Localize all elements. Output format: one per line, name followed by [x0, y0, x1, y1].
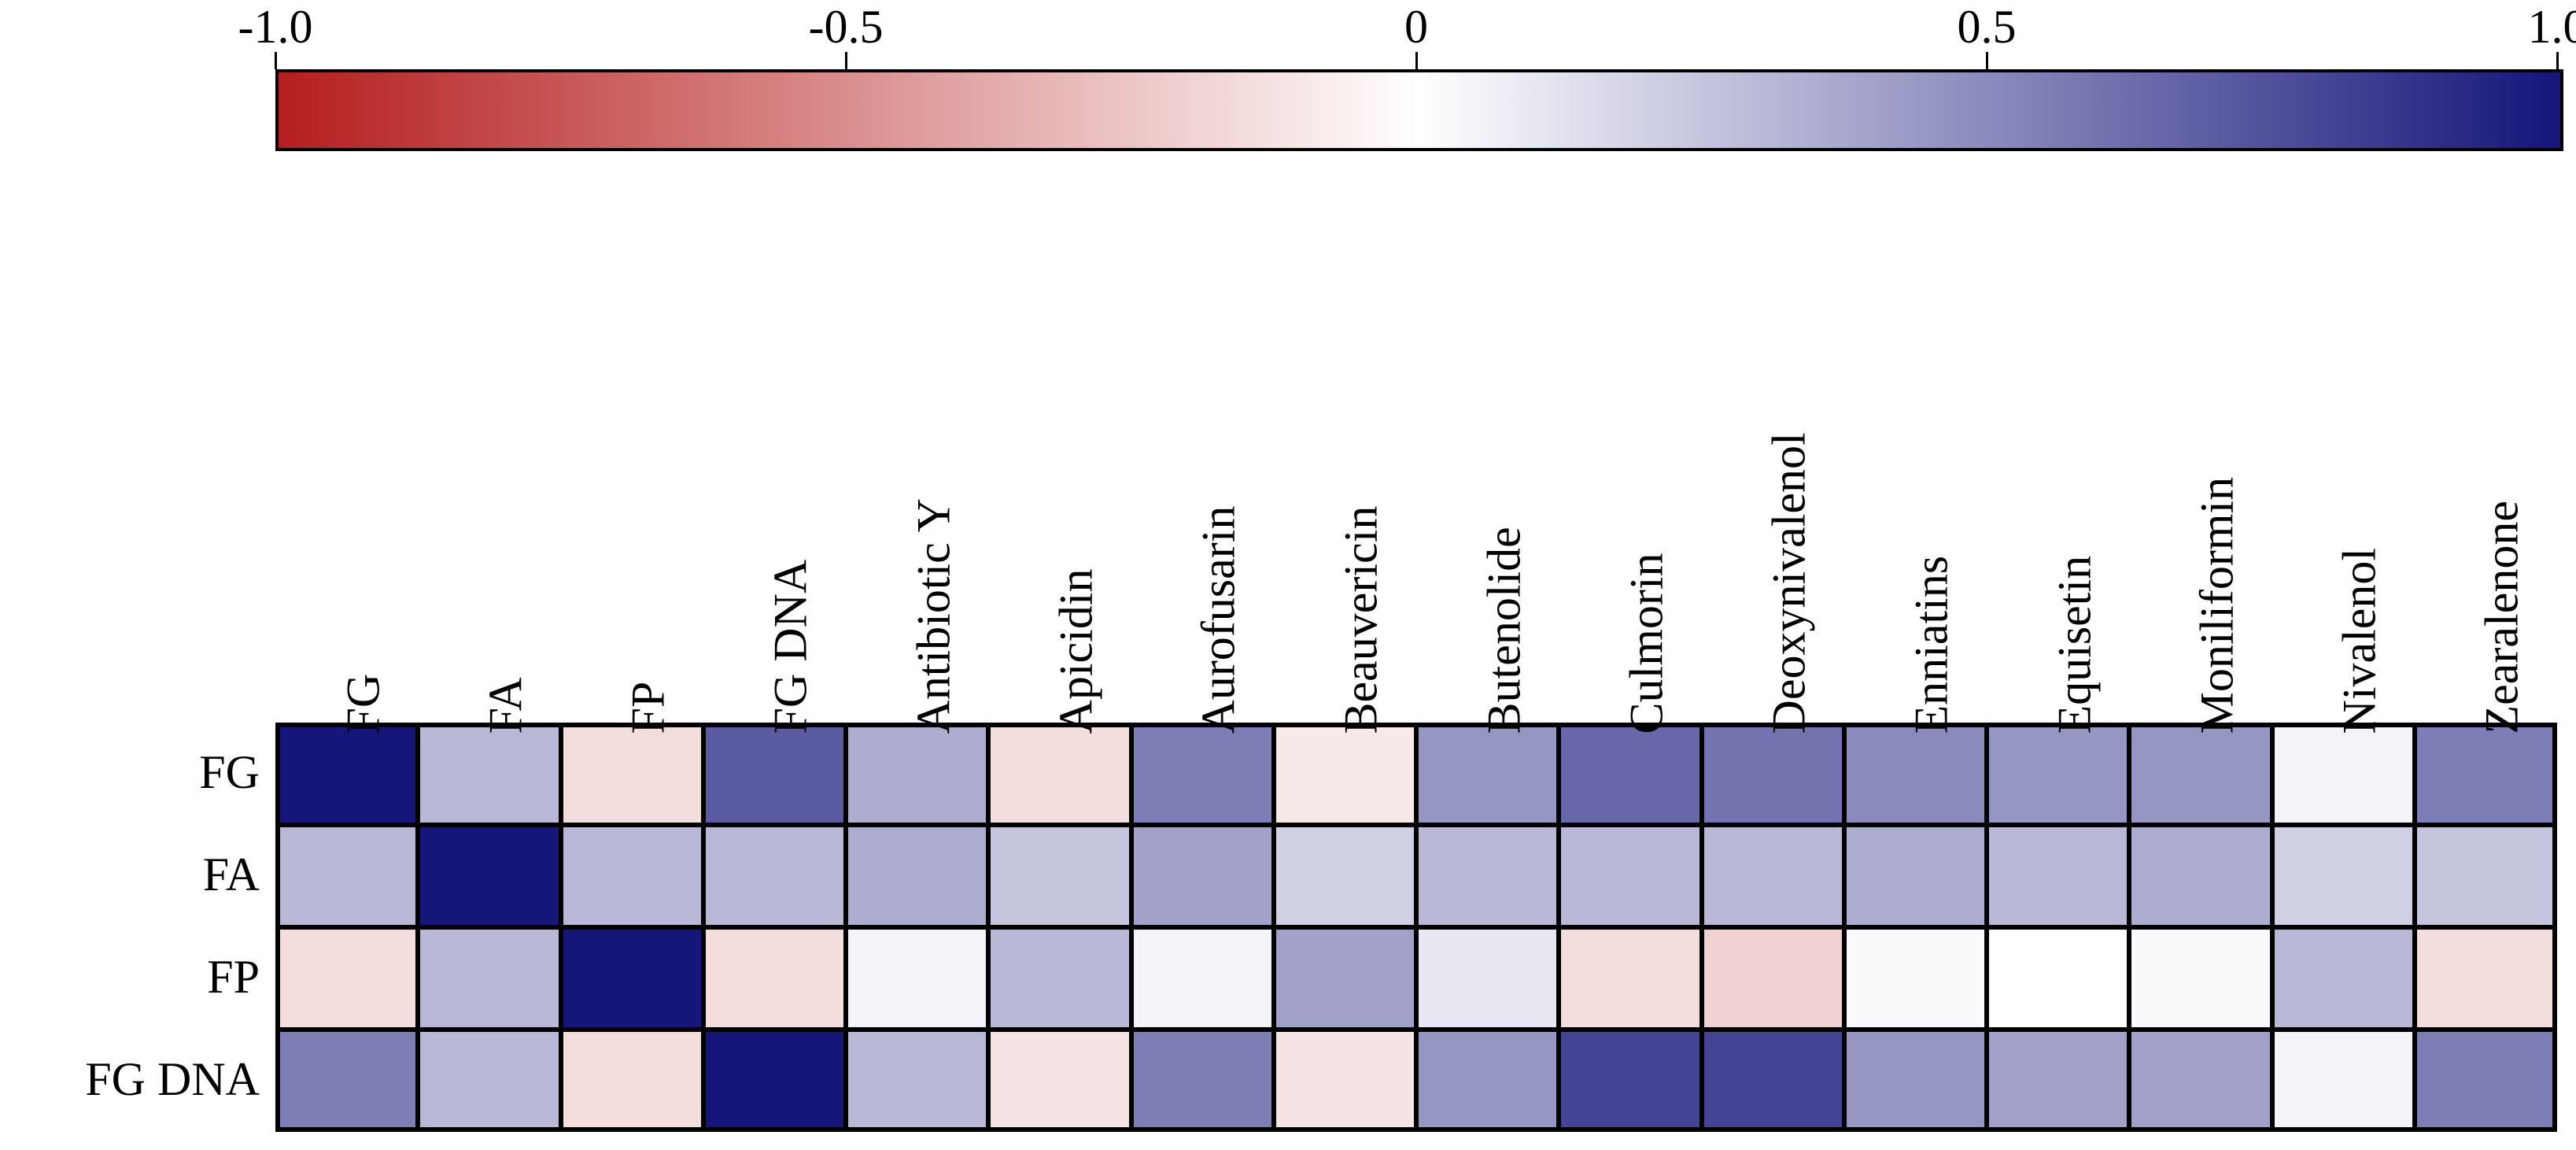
- colorbar-tick: [2556, 52, 2559, 69]
- heatmap-cell: [418, 723, 560, 825]
- heatmap-column-label: Butenolide: [1477, 527, 1531, 734]
- heatmap-cell: [2129, 927, 2272, 1030]
- heatmap-column-label: FG: [336, 674, 390, 734]
- colorbar-tick-label: 0: [1322, 0, 1511, 54]
- heatmap-cell: [988, 825, 1131, 927]
- heatmap-cell: [1559, 825, 1701, 927]
- heatmap-cell: [2272, 723, 2415, 825]
- heatmap-cell: [1131, 1030, 1274, 1132]
- heatmap-cell: [275, 927, 418, 1030]
- heatmap-row-label: FP: [0, 950, 260, 1004]
- heatmap-column-label: Moniliformin: [2190, 477, 2244, 734]
- colorbar-tick-label: 1.0: [2463, 0, 2576, 54]
- heatmap-cell: [2415, 723, 2557, 825]
- colorbar-gradient: [275, 69, 2563, 151]
- heatmap-row-label: FG: [0, 745, 260, 800]
- heatmap-cell: [1274, 825, 1416, 927]
- heatmap-cell: [2415, 1030, 2557, 1132]
- colorbar-tick-label: -0.5: [751, 0, 940, 54]
- heatmap-cell: [1987, 927, 2129, 1030]
- colorbar-tick: [1986, 52, 1988, 69]
- heatmap-cell: [2129, 825, 2272, 927]
- heatmap-cell: [1274, 1030, 1416, 1132]
- heatmap-cell: [988, 1030, 1131, 1132]
- colorbar-tick-label: 0.5: [1892, 0, 2081, 54]
- heatmap-column-label: Deoxynivalenol: [1762, 432, 1817, 734]
- heatmap-cell: [1559, 1030, 1701, 1132]
- heatmap-cell: [1844, 825, 1987, 927]
- heatmap-cell: [2415, 927, 2557, 1030]
- heatmap-column-label: FG DNA: [764, 560, 818, 734]
- heatmap-cell: [561, 927, 703, 1030]
- heatmap-cell: [2415, 825, 2557, 927]
- heatmap-cell: [275, 723, 418, 825]
- heatmap-column-label: Aurofusarin: [1192, 506, 1246, 734]
- heatmap-cell: [561, 723, 703, 825]
- heatmap-cell: [418, 927, 560, 1030]
- heatmap-cell: [2129, 1030, 2272, 1132]
- heatmap-cell: [1702, 1030, 1844, 1132]
- figure-root: -1.0 -0.5 0 0.5 1.0 FG FA FP FG DNA Antibiotic Y…: [0, 0, 2576, 1150]
- heatmap-cell: [1844, 927, 1987, 1030]
- heatmap-cell: [275, 825, 418, 927]
- heatmap-column-label: Nivalenol: [2333, 548, 2387, 734]
- heatmap-column-label: Enniatins: [1905, 556, 1959, 734]
- heatmap-column-label: Apicidin: [1049, 569, 1103, 734]
- heatmap-cell: [988, 927, 1131, 1030]
- heatmap-cell: [846, 825, 988, 927]
- heatmap-cell: [2272, 927, 2415, 1030]
- heatmap-cell: [1559, 927, 1701, 1030]
- heatmap-cell: [703, 825, 846, 927]
- colorbar-tick: [1415, 52, 1418, 69]
- heatmap-cell: [1274, 927, 1416, 1030]
- heatmap-cell: [703, 927, 846, 1030]
- heatmap-cell: [1416, 927, 1559, 1030]
- colorbar-tick: [845, 52, 847, 69]
- heatmap-cell: [1844, 1030, 1987, 1132]
- heatmap-cell: [1274, 723, 1416, 825]
- heatmap-cell: [846, 723, 988, 825]
- heatmap-column-label: Zearalenone: [2475, 501, 2530, 734]
- heatmap-row-label: FG DNA: [0, 1052, 260, 1107]
- heatmap-row-label: FA: [0, 848, 260, 902]
- heatmap-cell: [418, 825, 560, 927]
- heatmap-cell: [1416, 723, 1559, 825]
- heatmap-column-label: Beauvericin: [1334, 506, 1389, 734]
- heatmap-cells: [275, 723, 2557, 1132]
- heatmap-cell: [1702, 825, 1844, 927]
- heatmap-cell: [418, 1030, 560, 1132]
- heatmap-cell: [846, 1030, 988, 1132]
- heatmap-column-label: FA: [478, 677, 533, 734]
- heatmap-cell: [1987, 825, 2129, 927]
- heatmap-cell: [1987, 1030, 2129, 1132]
- heatmap-cell: [1702, 927, 1844, 1030]
- colorbar-tick: [275, 52, 277, 69]
- heatmap-cell: [1559, 723, 1701, 825]
- heatmap-cell: [1987, 723, 2129, 825]
- heatmap-column-label: FP: [622, 682, 676, 734]
- heatmap-cell: [561, 1030, 703, 1132]
- heatmap-cell: [703, 1030, 846, 1132]
- heatmap-cell: [2272, 825, 2415, 927]
- heatmap-cell: [1844, 723, 1987, 825]
- heatmap-column-label: Equisetin: [2047, 556, 2102, 734]
- heatmap-cell: [561, 825, 703, 927]
- heatmap-cell: [1131, 825, 1274, 927]
- heatmap-cell: [1702, 723, 1844, 825]
- heatmap-cell: [703, 723, 846, 825]
- heatmap-cell: [846, 927, 988, 1030]
- heatmap-cell: [988, 723, 1131, 825]
- heatmap-cell: [1416, 825, 1559, 927]
- colorbar-tick-label: -1.0: [181, 0, 370, 54]
- heatmap-column-label: Antibiotic Y: [906, 498, 961, 734]
- heatmap-cell: [275, 1030, 418, 1132]
- heatmap-cell: [1131, 927, 1274, 1030]
- heatmap-cell: [2129, 723, 2272, 825]
- heatmap-cell: [1131, 723, 1274, 825]
- heatmap-cell: [2272, 1030, 2415, 1132]
- heatmap-cell: [1416, 1030, 1559, 1132]
- heatmap-column-label: Culmorin: [1619, 553, 1674, 734]
